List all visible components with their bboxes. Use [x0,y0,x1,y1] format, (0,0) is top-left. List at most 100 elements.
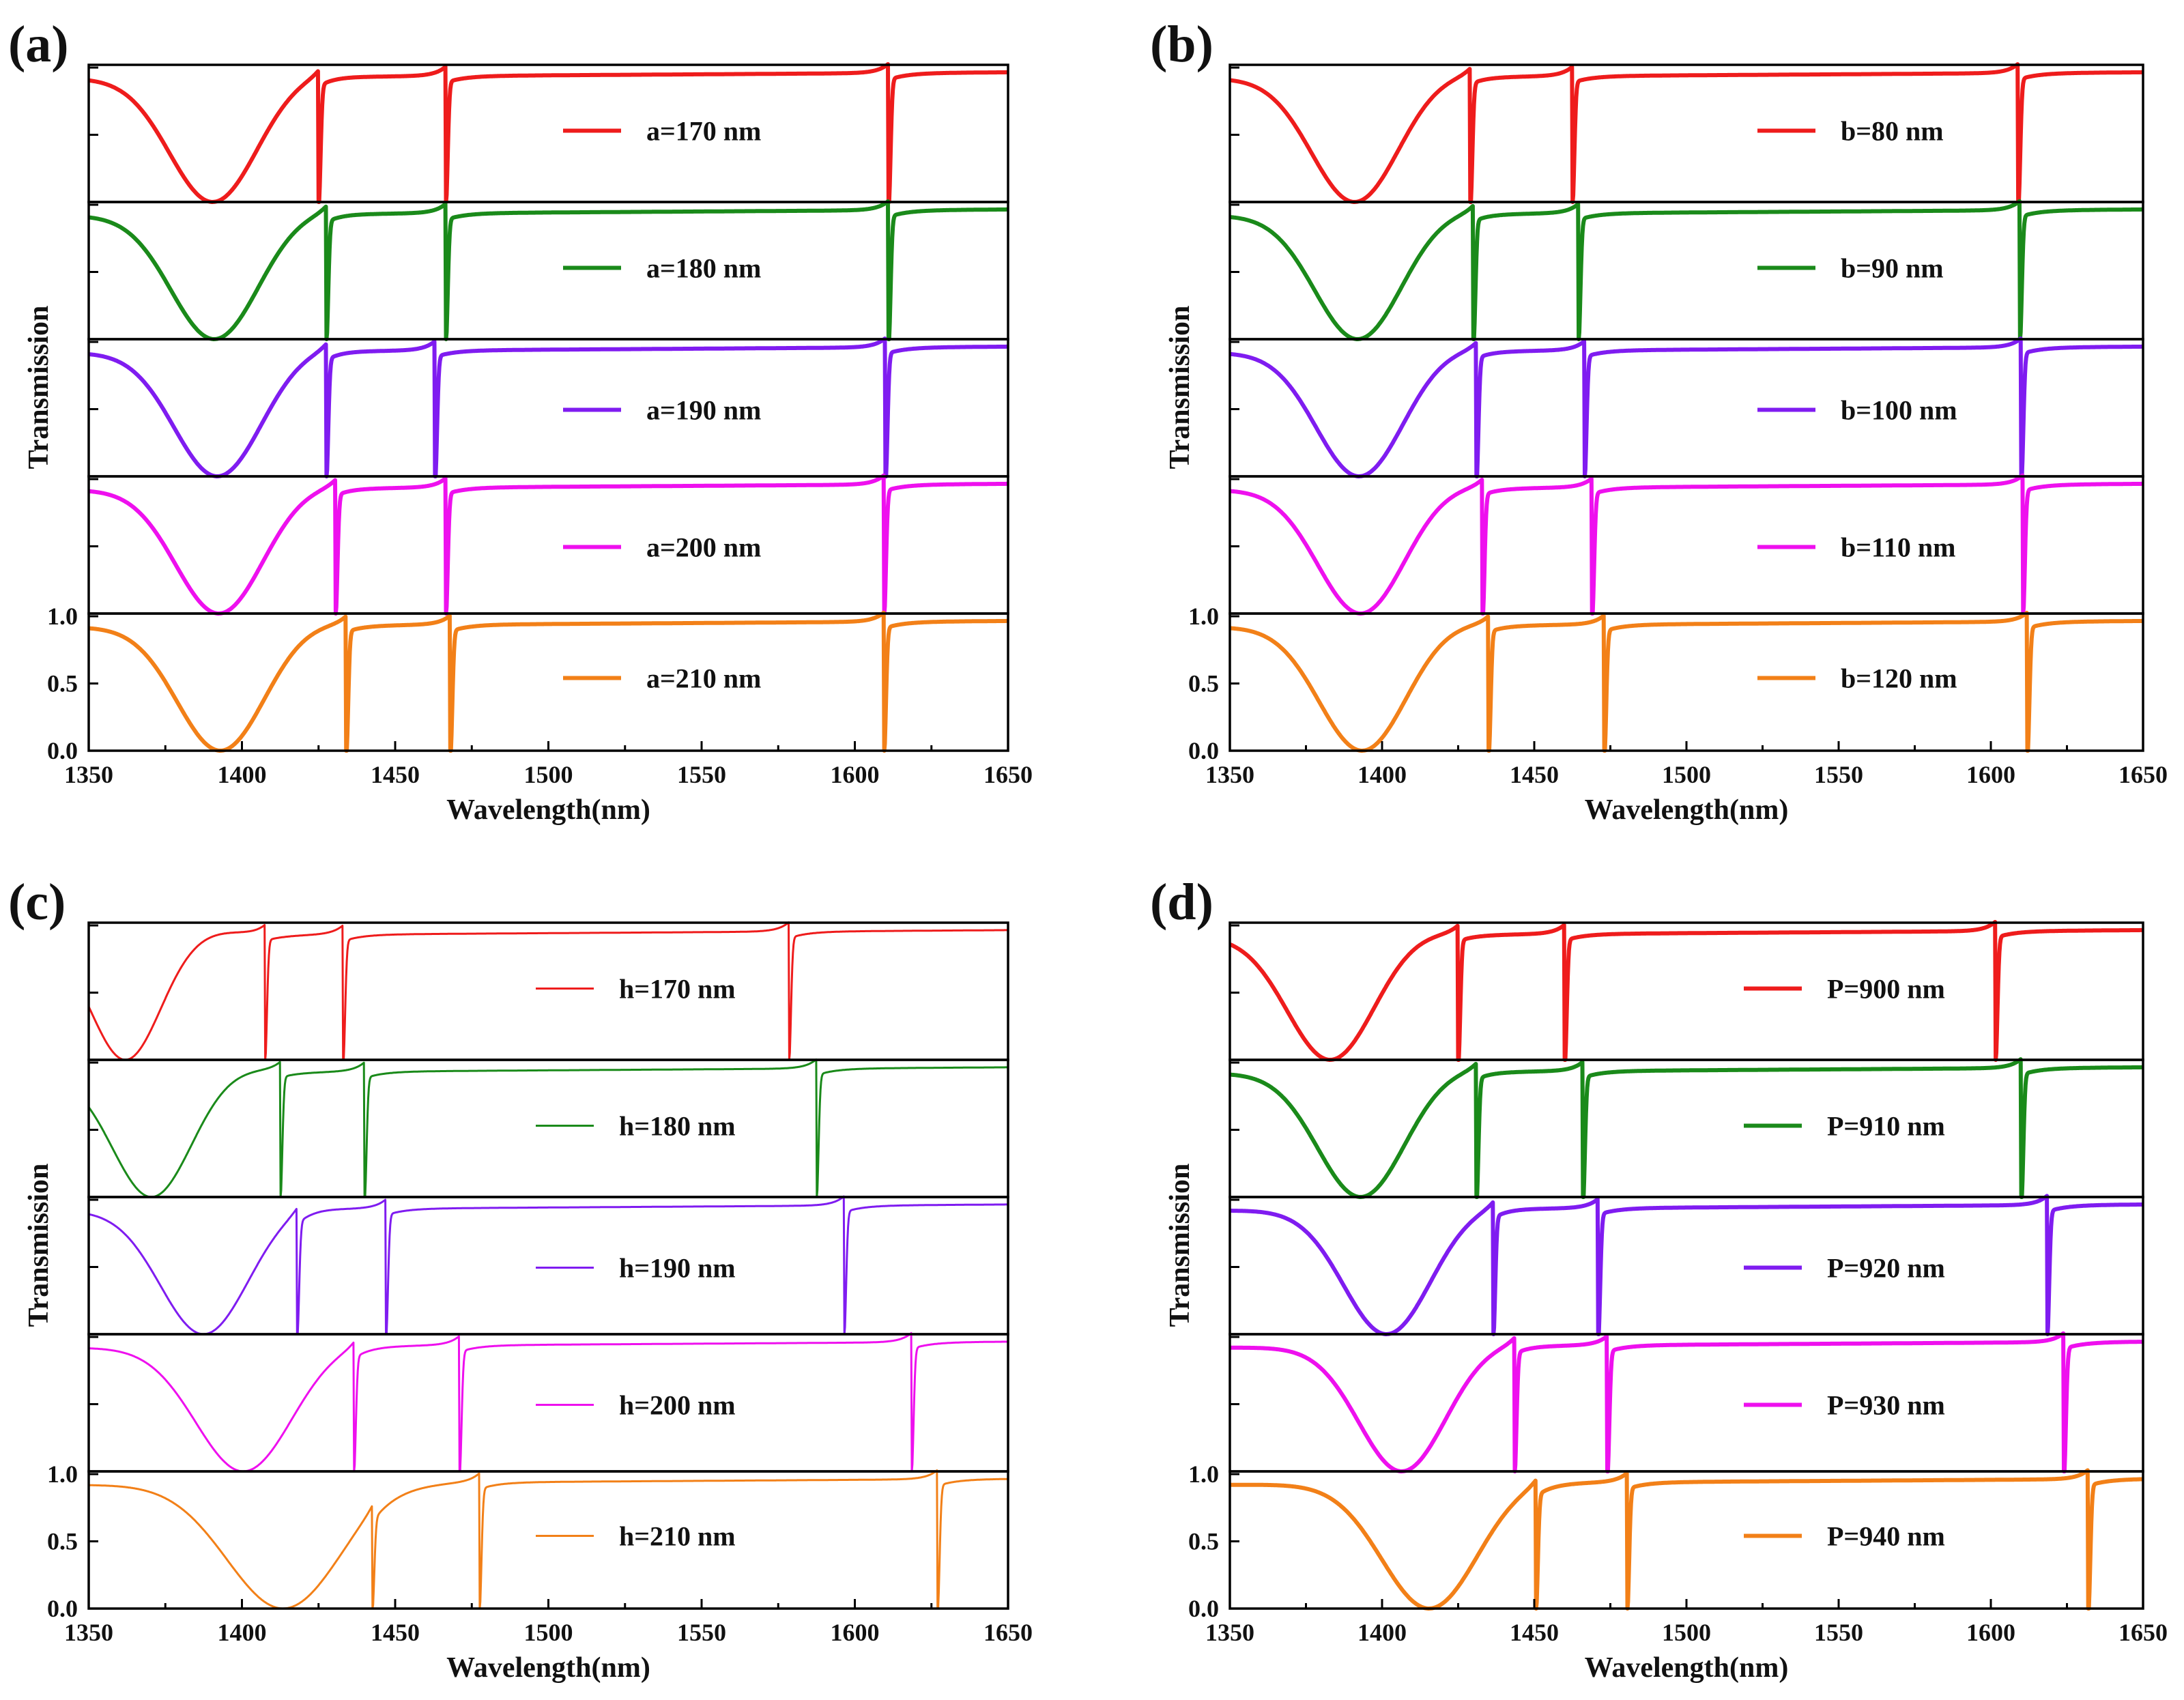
series-line-a-180-nm [87,199,1010,341]
panel-label: (c) [8,874,66,931]
legend-entry: P=940 nm [1827,1521,1945,1552]
x-tick-label: 1350 [64,761,113,788]
series-line-h-210-nm [88,1469,1009,1610]
panel-label: (b) [1150,16,1213,73]
panel-label: (d) [1150,874,1213,931]
series-line-p-920-nm [1228,1194,2145,1336]
x-tick-label: 1400 [218,1619,267,1646]
legend-entry: a=180 nm [646,253,761,284]
series-line-p-900-nm [1228,920,2145,1062]
legend-entry: a=190 nm [646,395,761,426]
x-tick-label: 1500 [1662,761,1711,788]
y-axis-title: Transmission [1164,1164,1196,1327]
legend-entry: P=930 nm [1827,1390,1945,1421]
series-line-b-120-nm [1228,611,2145,753]
x-tick-label: 1350 [64,1619,113,1646]
subplot-frame [1228,1196,2144,1336]
series-line-h-180-nm [87,1058,1009,1198]
x-tick-label: 1350 [1205,1619,1254,1646]
x-tick-label: 1550 [677,761,726,788]
y-tick-label: 0.5 [47,1528,78,1555]
legend-entry: h=180 nm [619,1111,736,1142]
x-tick-label: 1400 [218,761,267,788]
subplot-frame [1228,201,2144,341]
legend-entry: a=210 nm [646,663,761,694]
x-tick-label: 1600 [1966,1619,2015,1646]
y-axis-title: Transmission [23,1164,55,1327]
x-tick-label: 1500 [1662,1619,1711,1646]
subplot-frame [87,1196,1009,1336]
x-tick-label: 1500 [524,761,573,788]
y-axis-title: Transmission [23,306,55,470]
x-tick-label: 1500 [524,1619,573,1646]
y-tick-label: 0.5 [1188,1528,1219,1555]
x-tick-label: 1650 [983,1619,1033,1646]
x-axis-title: Wavelength(nm) [446,794,650,826]
series-line-a-210-nm [87,610,1010,753]
subplot-frame [1228,1470,2144,1610]
x-tick-label: 1350 [1205,761,1254,788]
legend-entry: b=120 nm [1841,663,1957,694]
series-line-p-940-nm [1228,1468,2145,1611]
y-tick-label: 1.0 [47,603,78,630]
legend-entry: h=190 nm [619,1253,736,1284]
x-tick-label: 1550 [1814,1619,1863,1646]
series-line-a-200-nm [87,473,1010,616]
series-line-h-200-nm [88,1331,1009,1473]
subplot-frame [1228,921,2144,1061]
x-tick-label: 1600 [1966,761,2015,788]
legend-entry: b=110 nm [1841,532,1955,563]
panel-a: (a) a=170 nm a=180 nm a=190 nm a=200 nm a=210… [8,16,1033,826]
x-tick-label: 1400 [1357,1619,1407,1646]
y-axis-title: Transmission [1164,306,1196,470]
legend-entry: P=910 nm [1827,1111,1945,1142]
panel-b: (b) b=80 nm b=90 nm b=100 nm b=110 nm b=120 n… [1150,16,2168,826]
x-tick-label: 1650 [983,761,1033,788]
subplot-frame [87,1470,1009,1610]
series-line-p-930-nm [1228,1331,2145,1473]
legend-entry: P=900 nm [1827,974,1945,1005]
legend-entry: h=200 nm [619,1390,736,1421]
legend-entry: b=80 nm [1841,116,1944,147]
x-tick-label: 1600 [831,761,880,788]
subplot-frame [1228,1058,2144,1198]
subplot-frame [87,612,1009,752]
x-tick-label: 1400 [1357,761,1407,788]
legend-entry: a=170 nm [646,116,761,147]
x-axis-title: Wavelength(nm) [1585,1652,1789,1684]
subplot-frame [1228,612,2144,752]
y-tick-label: 0.0 [47,737,78,764]
panel-d: (d) P=900 nm P=910 nm P=920 nm P=930 nm P=940… [1150,874,2168,1684]
legend-entry: b=100 nm [1841,395,1957,426]
y-tick-label: 0.0 [1188,737,1219,764]
y-tick-label: 1.0 [1188,1460,1219,1488]
subplot-frame [1228,63,2144,203]
legend-entry: h=210 nm [619,1521,736,1552]
y-tick-label: 1.0 [1188,603,1219,630]
y-tick-label: 0.5 [47,670,78,697]
legend-entry: a=200 nm [646,532,761,563]
legend-entry: h=170 nm [619,974,736,1005]
subplot-frame [87,475,1009,615]
x-tick-label: 1450 [371,1619,420,1646]
series-line-b-100-nm [1228,336,2145,478]
x-tick-label: 1450 [1510,1619,1559,1646]
x-tick-label: 1450 [371,761,420,788]
panel-label: (a) [8,16,69,73]
x-tick-label: 1450 [1510,761,1559,788]
x-tick-label: 1650 [2118,1619,2168,1646]
subplot-frame [1228,338,2144,478]
y-tick-label: 0.0 [47,1595,78,1622]
subplot-frame [87,1333,1009,1473]
series-line-h-190-nm [88,1195,1009,1336]
subplot-frame [87,1058,1009,1198]
series-line-h-170-nm [87,921,1009,1061]
series-line-b-110-nm [1228,473,2145,616]
y-tick-label: 0.5 [1188,670,1219,697]
subplot-frame [87,338,1009,478]
subplot-frame [87,63,1009,203]
y-tick-label: 1.0 [47,1460,78,1488]
series-line-p-910-nm [1228,1057,2145,1199]
x-tick-label: 1550 [1814,761,1863,788]
